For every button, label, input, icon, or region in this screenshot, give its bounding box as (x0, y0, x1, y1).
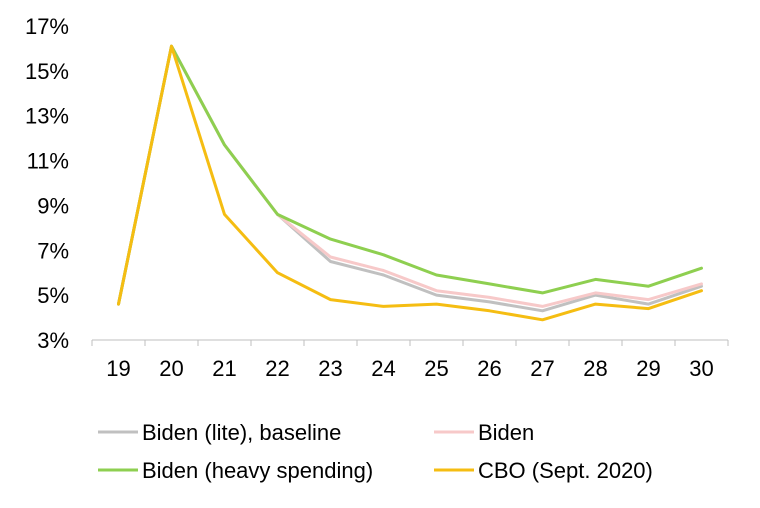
x-tick-label: 22 (265, 356, 289, 381)
series-line-3 (117, 44, 703, 322)
x-tick-label: 20 (159, 356, 183, 381)
series-line-1 (117, 44, 703, 308)
legend-label: Biden (478, 420, 534, 445)
x-tick-label: 25 (424, 356, 448, 381)
x-tick-label: 24 (371, 356, 395, 381)
y-axis-tick-labels: 3% 5% 7% 9% 11% 13% 15% 17% (25, 14, 69, 353)
y-tick-label: 7% (37, 238, 69, 263)
x-tick-label: 19 (106, 356, 130, 381)
x-tick-label: 21 (212, 356, 236, 381)
y-tick-label: 9% (37, 193, 69, 218)
x-axis-tick-marks (91, 340, 729, 346)
x-tick-label: 28 (583, 356, 607, 381)
y-tick-label: 5% (37, 283, 69, 308)
x-tick-label: 26 (477, 356, 501, 381)
series-lines (117, 44, 703, 322)
x-tick-label: 23 (318, 356, 342, 381)
y-tick-label: 3% (37, 328, 69, 353)
legend-label: Biden (lite), baseline (142, 420, 341, 445)
legend: Biden (lite), baseline Biden Biden (heavy … (98, 420, 653, 483)
x-tick-label: 29 (636, 356, 660, 381)
y-tick-label: 15% (25, 59, 69, 84)
legend-label: Biden (heavy spending) (142, 458, 373, 483)
y-tick-label: 13% (25, 104, 69, 129)
x-tick-label: 30 (689, 356, 713, 381)
series-line-0 (117, 44, 703, 313)
x-tick-label: 27 (530, 356, 554, 381)
x-axis-tick-labels: 19 20 21 22 23 24 25 26 27 28 29 30 (106, 356, 713, 381)
legend-label: CBO (Sept. 2020) (478, 458, 653, 483)
series-line-2 (117, 44, 703, 306)
y-tick-label: 17% (25, 14, 69, 39)
y-tick-label: 11% (27, 149, 69, 174)
